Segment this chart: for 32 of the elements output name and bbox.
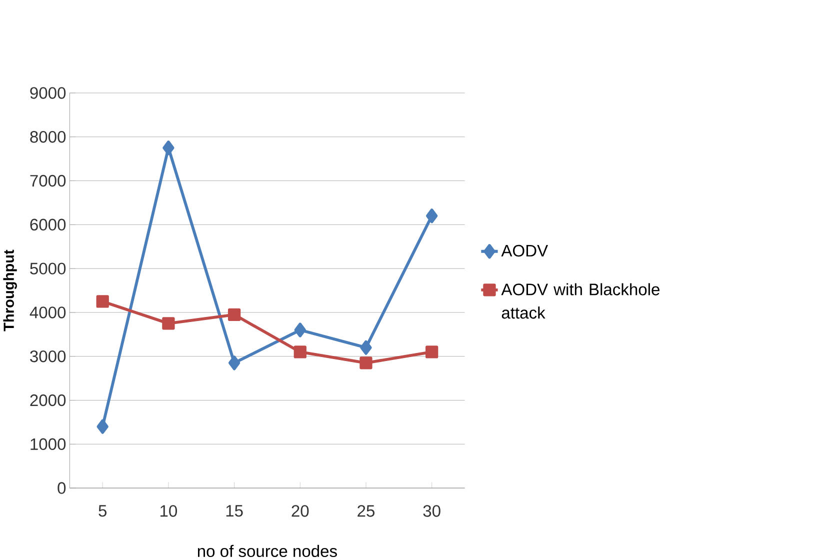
legend-label: AODV (501, 244, 548, 256)
point (426, 346, 438, 358)
point (162, 316, 175, 330)
x-axis-title: no of source nodes (198, 544, 337, 557)
y-tick-label: 2000 (30, 394, 66, 406)
x-tick-label: 15 (226, 504, 243, 517)
point (96, 419, 108, 434)
point (96, 295, 109, 308)
y-tick-label: 1000 (30, 438, 66, 450)
x-tick-label: 10 (160, 504, 177, 517)
y-tick-label: 6000 (30, 218, 66, 230)
x-tick-label: 20 (292, 504, 309, 517)
point (360, 356, 372, 370)
x-tick-label: 5 (98, 504, 106, 517)
point (426, 208, 438, 224)
y-axis-title: Throughput (3, 250, 17, 332)
y-tick-label: 9000 (30, 86, 66, 99)
point (162, 140, 174, 155)
y-tick-label: 8000 (30, 130, 66, 143)
point (294, 322, 306, 338)
y-tick-label: 4000 (30, 306, 66, 318)
y-tick-label: 0 (58, 482, 66, 494)
point (294, 346, 306, 358)
point (228, 356, 240, 370)
y-tick-label: 7000 (30, 174, 66, 186)
point (360, 340, 372, 355)
x-tick-label: 25 (358, 504, 374, 517)
legend-label: AODV with Blackhole attack (501, 283, 660, 319)
point (228, 308, 241, 321)
x-tick-label: 30 (423, 504, 440, 517)
y-tick-label: 3000 (30, 350, 66, 362)
y-tick-label: 5000 (30, 262, 66, 274)
